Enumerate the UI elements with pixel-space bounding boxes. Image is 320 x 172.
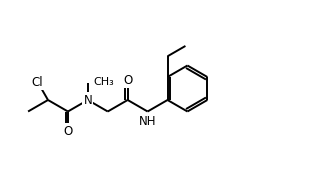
Text: CH₃: CH₃ <box>94 77 115 87</box>
Text: Cl: Cl <box>32 76 44 89</box>
Text: O: O <box>63 125 73 138</box>
Text: NH: NH <box>139 115 156 127</box>
Text: N: N <box>84 94 92 106</box>
Text: O: O <box>123 74 132 87</box>
